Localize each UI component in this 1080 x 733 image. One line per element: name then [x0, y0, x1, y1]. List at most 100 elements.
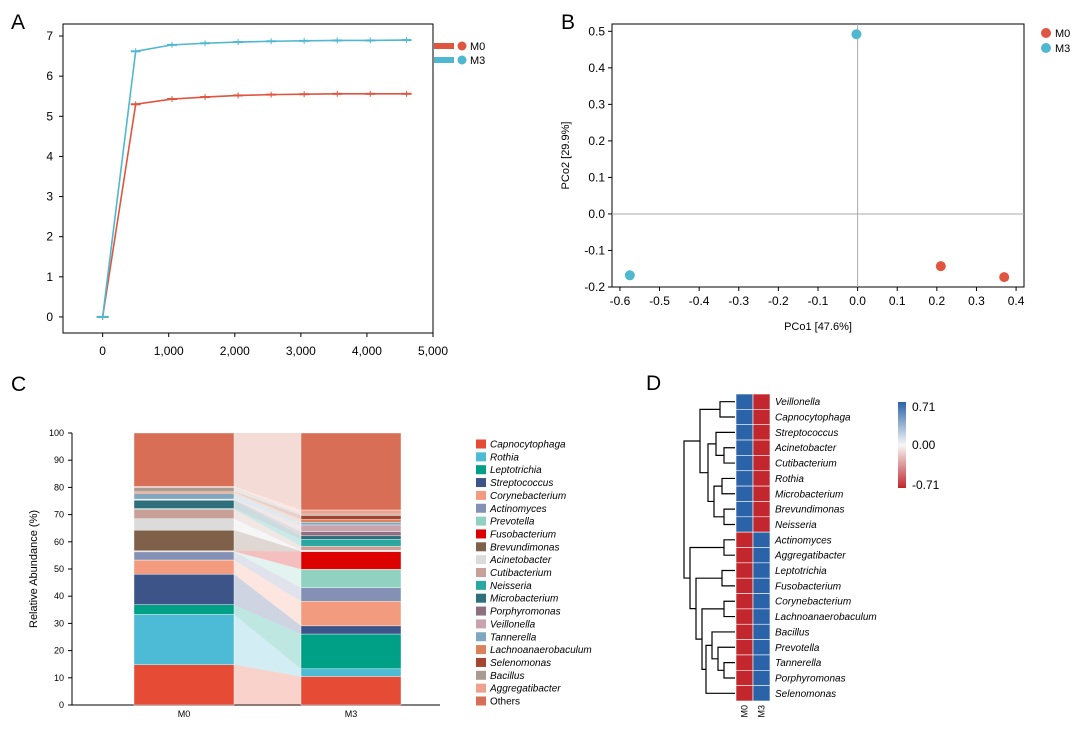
legend-swatch-Leptotrichia: [476, 465, 486, 475]
y-tick-label: 10: [54, 673, 64, 683]
heatmap-cell-Veillonella-M3: [752, 393, 771, 410]
series-line-M3: [101, 39, 407, 318]
bar-segment-M3-Prevotella: [300, 569, 402, 588]
heatmap-cell-Cutibacterium-M0: [735, 455, 754, 472]
legend-swatch-Veillonella: [476, 619, 486, 629]
flow-band-Neisseria: [234, 508, 301, 547]
legend-label-Brevundimonas: Brevundimonas: [490, 542, 559, 553]
data-point-M0: [999, 272, 1010, 283]
heatmap-cell-Bacillus-M3: [752, 623, 771, 640]
legend-label-M0: M0: [470, 41, 485, 53]
heatmap-cell-Fusobacterium-M3: [752, 577, 771, 594]
legend-swatch-M0: [434, 43, 454, 49]
heatmap-cell-Neisseria-M0: [735, 516, 754, 533]
row-label-Lachnoanaerobaculum: Lachnoanaerobaculum: [775, 612, 877, 623]
legend-label-Neisseria: Neisseria: [490, 581, 532, 592]
heatmap-cell-Veillonella-M0: [735, 393, 754, 410]
legend-label-Veillonella: Veillonella: [490, 619, 536, 630]
heatmap-cell-Actinomyces-M3: [752, 531, 771, 548]
legend-swatch-Corynebacterium: [476, 490, 486, 500]
y-tick-label: 100: [49, 428, 64, 438]
legend-marker-M3: [1041, 43, 1051, 53]
x-tick-label: -0.2: [768, 294, 789, 308]
bar-segment-M0-Lachnoanaerobaculum: [133, 492, 235, 494]
dendrogram-link: [723, 662, 735, 679]
y-tick-label: 0.1: [588, 170, 605, 184]
legend-label-Capnocytophaga: Capnocytophaga: [490, 440, 566, 451]
heatmap-cell-Porphyromonas-M0: [735, 669, 754, 686]
heatmap-cell-Streptococcus-M3: [752, 424, 771, 441]
bar-segment-M3-Porphyromonas: [300, 531, 402, 537]
legend-label-Rothia: Rothia: [490, 452, 519, 463]
legend-label-Microbacterium: Microbacterium: [490, 594, 558, 605]
heatmap-cell-Selenomonas-M0: [735, 685, 754, 702]
heatmap-cell-Brevundimonas-M0: [735, 501, 754, 518]
bar-segment-M3-Microbacterium: [300, 535, 402, 540]
bar-segment-M3-Veillonella: [300, 524, 402, 532]
legend-swatch-Aggregatibacter: [476, 683, 486, 693]
legend-swatch-Others: [476, 696, 486, 706]
heatmap-cell-Acinetobacter-M3: [752, 439, 771, 456]
bar-segment-M0-Others: [133, 432, 235, 487]
y-tick-label: 3: [46, 190, 53, 204]
heatmap-cell-Tannerella-M0: [735, 654, 754, 671]
y-tick-label: 0.0: [588, 207, 605, 221]
heatmap-cell-Cutibacterium-M3: [752, 455, 771, 472]
heatmap-cell-Actinomyces-M0: [735, 531, 754, 548]
row-label-Porphyromonas: Porphyromonas: [775, 673, 846, 684]
legend-swatch-Porphyromonas: [476, 606, 486, 616]
flow-band-Rothia: [234, 614, 301, 677]
legend-label-Porphyromonas: Porphyromonas: [490, 607, 561, 618]
column-label-M3: M3: [757, 705, 767, 718]
dendrogram-link: [701, 608, 724, 670]
heatmap-cell-Brevundimonas-M3: [752, 501, 771, 518]
heatmap-cell-Capnocytophaga-M0: [735, 409, 754, 426]
dendrogram-link: [699, 408, 720, 474]
flow-band-Capnocytophaga: [234, 664, 301, 705]
legend-label-M0: M0: [1055, 28, 1070, 40]
bar-segment-M3-Leptotrichia: [300, 633, 402, 670]
flow-band-Leptotrichia: [234, 604, 301, 669]
y-tick-label: 50: [54, 564, 64, 574]
panel-letter-c: C: [11, 373, 26, 396]
flow-band-Microbacterium: [234, 500, 301, 540]
legend-label-Acinetobacter: Acinetobacter: [489, 555, 552, 566]
heatmap-cell-Fusobacterium-M0: [735, 577, 754, 594]
dendrogram-link: [721, 569, 735, 587]
y-tick-label: 0.3: [588, 97, 605, 111]
correlation-heatmap: Veillonella Capnocytophaga Streptococcus Ac…: [683, 393, 940, 718]
row-label-Acinetobacter: Acinetobacter: [774, 443, 837, 454]
heatmap-cell-Prevotella-M3: [752, 639, 771, 656]
legend-label-Lachnoanaerobaculum: Lachnoanaerobaculum: [490, 645, 592, 656]
x-tick-label: -0.6: [610, 294, 631, 308]
legend-label-Fusobacterium: Fusobacterium: [490, 529, 556, 540]
heatmap-cell-Tannerella-M3: [752, 654, 771, 671]
heatmap-cell-Corynebacterium-M3: [752, 593, 771, 610]
row-label-Aggregatibacter: Aggregatibacter: [774, 551, 846, 562]
bar-segment-M0-Microbacterium: [133, 499, 235, 509]
bar-segment-M3-Streptococcus: [300, 625, 402, 635]
color-scale-bar: [898, 402, 906, 488]
legend-swatch-Microbacterium: [476, 593, 486, 603]
legend-swatch-Selenomonas: [476, 657, 486, 667]
plot-frame: [611, 23, 1025, 288]
plot-frame: [62, 23, 434, 334]
flow-band-Streptococcus: [234, 574, 301, 635]
row-label-Leptotrichia: Leptotrichia: [775, 566, 827, 577]
flow-band-Lachnoanaerobaculum: [234, 492, 301, 523]
rarefaction-chart: 0 1 2 3 4 5 6 7 0 1,000 2,000 3,000 4,000 5,000 M0 M3: [46, 23, 485, 358]
legend-swatch-Streptococcus: [476, 478, 486, 488]
x-tick-label: 0.2: [929, 294, 946, 308]
x-tick-label: 0.0: [849, 294, 866, 308]
x-tick-label: 0.1: [889, 294, 906, 308]
legend-label-Others: Others: [490, 697, 520, 708]
y-tick-label: 5: [46, 109, 53, 123]
bar-segment-M0-Cutibacterium: [133, 508, 235, 519]
row-label-Bacillus: Bacillus: [775, 627, 809, 638]
legend-label-Leptotrichia: Leptotrichia: [490, 465, 542, 476]
flow-band-Brevundimonas: [234, 530, 301, 552]
bar-segment-M0-Capnocytophaga: [133, 664, 235, 706]
legend-swatch-M3: [434, 57, 454, 63]
x-tick-label: -0.1: [808, 294, 829, 308]
